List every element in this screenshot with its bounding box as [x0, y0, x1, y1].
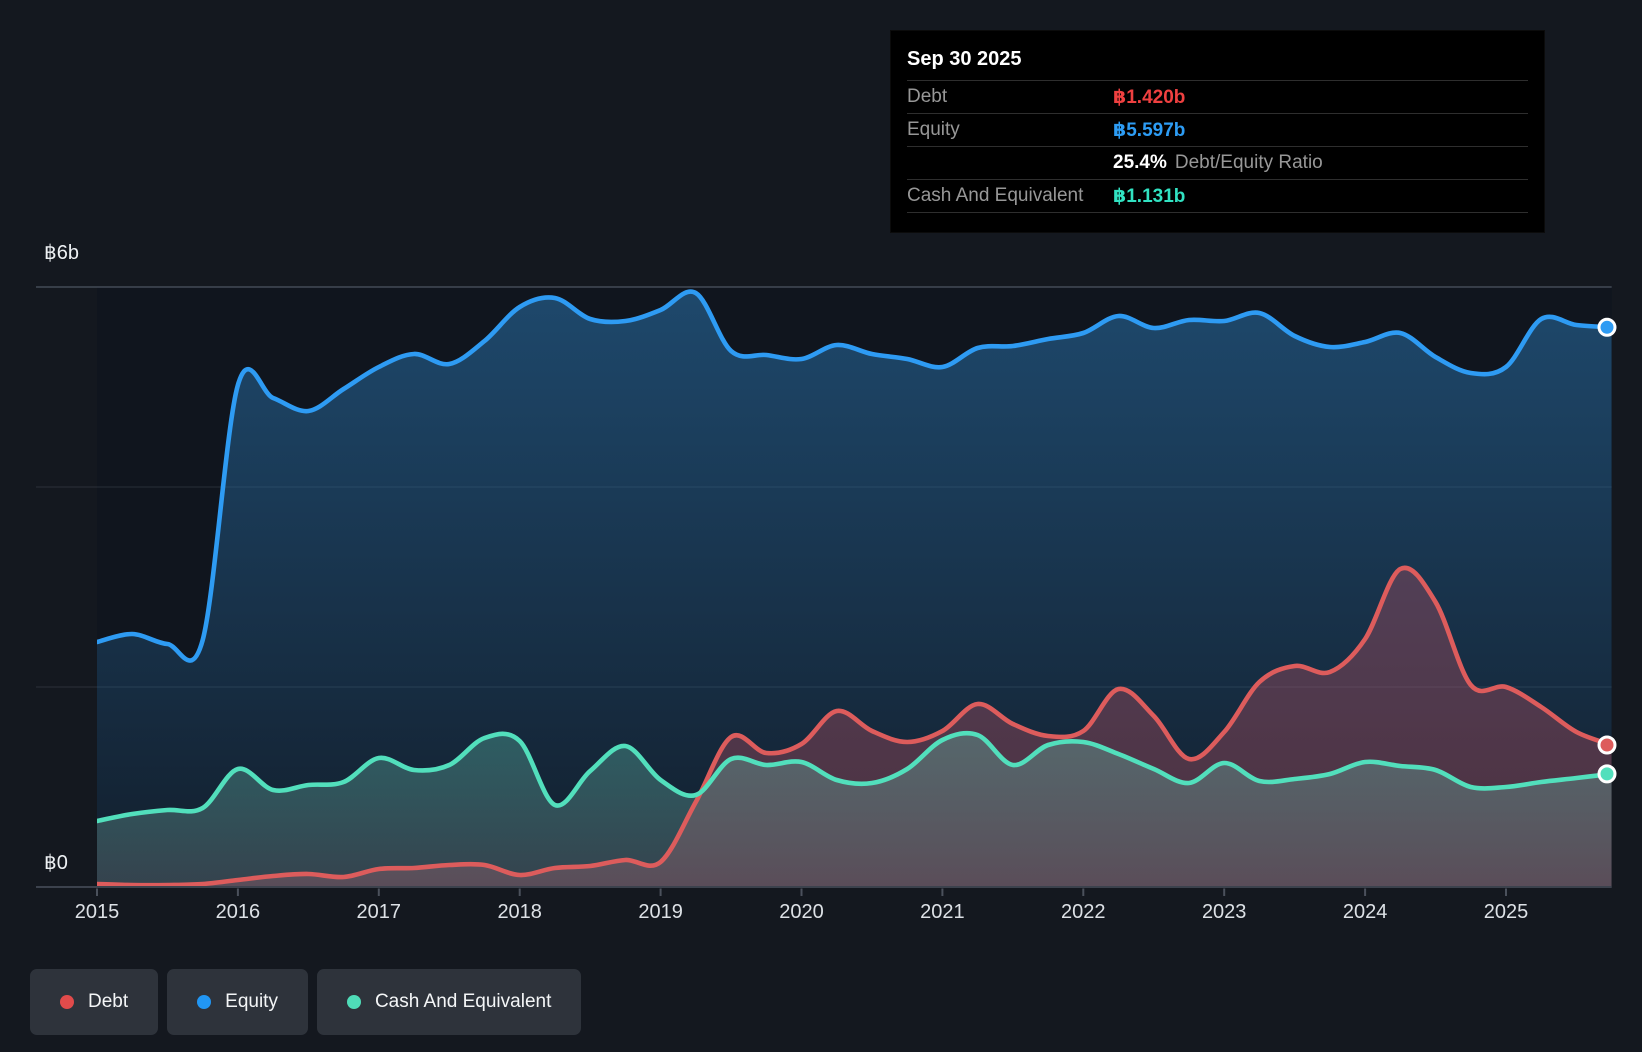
x-axis-label: 2019	[638, 901, 683, 923]
tooltip-row-ratio: 25.4% Debt/Equity Ratio	[907, 146, 1528, 179]
legend-item-equity[interactable]: Equity	[167, 969, 308, 1035]
tooltip-debt-label: Debt	[907, 86, 948, 107]
tooltip-date: Sep 30 2025	[907, 48, 1022, 70]
equity-dot-icon	[197, 995, 212, 1009]
tooltip-ratio-pct: 25.4%	[1113, 152, 1167, 173]
tooltip-row-cash: Cash And Equivalent ฿1.131b	[907, 179, 1528, 212]
chart-legend: Debt Equity Cash And Equivalent	[30, 969, 582, 1035]
x-axis-label: 2018	[497, 901, 542, 923]
tooltip-row-debt: Debt ฿1.420b	[907, 80, 1528, 113]
x-axis-label: 2022	[1061, 901, 1106, 923]
legend-item-cash[interactable]: Cash And Equivalent	[316, 969, 582, 1035]
y-axis-label-0: ฿0	[44, 852, 68, 874]
x-axis-label: 2017	[356, 901, 402, 923]
x-axis-label: 2020	[779, 901, 824, 923]
tooltip-equity-value: ฿5.597b	[1113, 119, 1186, 141]
tooltip-cash-label: Cash And Equivalent	[907, 185, 1084, 206]
cash-dot-icon	[346, 995, 361, 1009]
legend-equity-label: Equity	[225, 991, 278, 1012]
x-axis-label: 2021	[920, 901, 965, 923]
legend-debt-label: Debt	[88, 991, 129, 1012]
x-axis-label: 2016	[215, 901, 261, 923]
chart-tooltip: Sep 30 2025 Debt ฿1.420b Equity ฿5.597b …	[890, 30, 1545, 233]
y-axis-label-6b: ฿6b	[44, 242, 79, 264]
debt-dot-icon	[60, 995, 74, 1009]
tooltip-row-equity: Equity ฿5.597b	[907, 113, 1528, 146]
tooltip-ratio-label: Debt/Equity Ratio	[1174, 152, 1323, 173]
x-axis-label: 2015	[74, 901, 120, 923]
x-axis-label: 2024	[1342, 901, 1388, 923]
tooltip-cash-value: ฿1.131b	[1113, 185, 1186, 207]
tooltip-equity-label: Equity	[907, 119, 960, 140]
legend-cash-label: Cash And Equivalent	[374, 991, 552, 1012]
x-axis-labels: 2015 2016 2017 2018 2019 2020 2021 2022 2023 2024…	[0, 901, 1642, 929]
tooltip-debt-value: ฿1.420b	[1113, 86, 1186, 108]
x-axis-label: 2025	[1483, 901, 1529, 923]
legend-item-debt[interactable]: Debt	[30, 969, 159, 1035]
x-axis-label: 2023	[1201, 901, 1247, 923]
